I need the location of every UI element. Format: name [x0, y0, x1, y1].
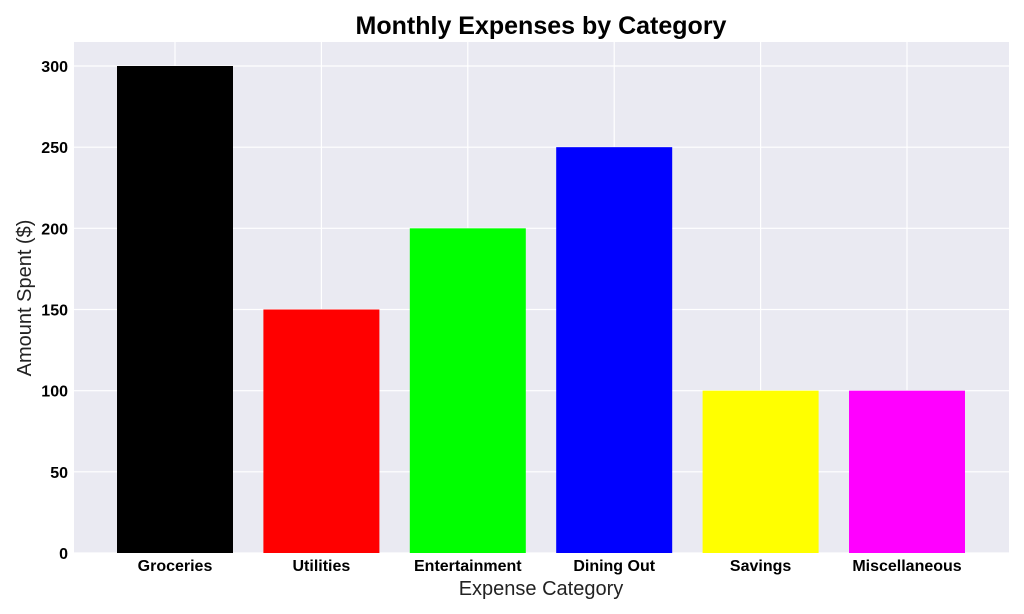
bar-layer [117, 66, 965, 554]
y-axis-label: Amount Spent ($) [14, 220, 36, 377]
bar-groceries [117, 66, 233, 553]
x-tick-label: Utilities [293, 558, 351, 575]
y-tick-label: 50 [50, 465, 68, 482]
bar-dining-out [556, 147, 673, 553]
x-axis-label: Expense Category [459, 578, 624, 600]
x-tick-label: Entertainment [414, 558, 522, 575]
y-tick-label: 200 [41, 221, 68, 238]
bar-utilities [263, 309, 380, 553]
x-tick-label: Savings [730, 558, 791, 575]
x-tick-label: Miscellaneous [852, 558, 961, 575]
y-tick-label: 300 [41, 59, 68, 76]
y-tick-label: 150 [41, 303, 68, 320]
bar-savings [702, 390, 819, 553]
y-tick-label: 100 [41, 384, 68, 401]
y-axis-ticks: 0 50 100 150 200 250 300 [41, 59, 68, 563]
bar-entertainment [409, 228, 526, 554]
bar-miscellaneous [849, 390, 965, 553]
x-tick-label: Dining Out [573, 558, 655, 575]
y-tick-label: 250 [41, 140, 68, 157]
chart-title: Monthly Expenses by Category [356, 12, 727, 40]
x-tick-label: Groceries [138, 558, 213, 575]
x-axis-ticks: Groceries Utilities Entertainment Dining Ou… [138, 558, 962, 575]
y-tick-label: 0 [59, 546, 68, 563]
